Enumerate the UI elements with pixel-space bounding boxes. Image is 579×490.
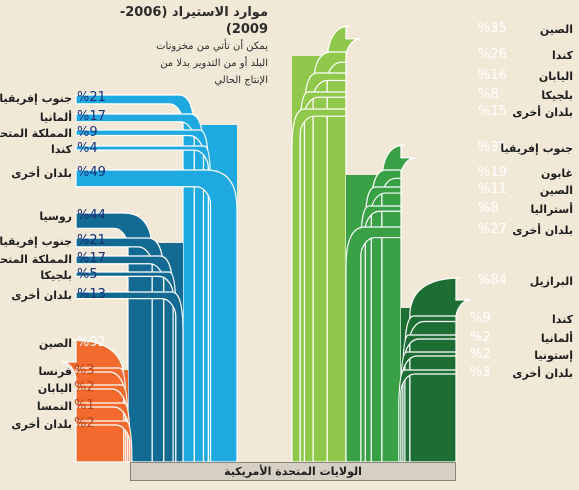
country-label: جنوب إفريقيا xyxy=(0,235,72,248)
country-label: بلدان أخرى xyxy=(512,106,573,119)
country-label: اليابان xyxy=(538,70,573,83)
chart-title-block: موارد الاستيراد (2006-2009) يمكن أن تأتي… xyxy=(96,4,268,89)
country-label: الصين xyxy=(539,184,573,197)
country-label: بلجيكا xyxy=(541,89,573,102)
percent-label: %35 xyxy=(478,21,507,36)
percent-label: %16 xyxy=(478,68,507,83)
percent-label: %35 xyxy=(478,140,507,155)
country-label: النمسا xyxy=(36,400,72,413)
percent-label: %3 xyxy=(470,365,491,380)
country-label: كندا xyxy=(50,143,72,156)
percent-label: %84 xyxy=(478,273,507,288)
country-label: ألمانيا xyxy=(540,332,573,345)
country-label: كندا xyxy=(551,49,573,62)
country-label: ألمانيا xyxy=(39,111,72,124)
percent-label: %2 xyxy=(470,330,491,345)
percent-label: %92 xyxy=(77,335,106,350)
country-label: جنوب إفريقيا xyxy=(0,92,72,105)
country-label: بلدان أخرى xyxy=(512,224,573,237)
percent-label: %2 xyxy=(74,380,95,395)
chart-subtitle: يمكن أن تأتي من مخزونات البلد أو من التد… xyxy=(156,41,268,86)
percent-label: %27 xyxy=(478,222,507,237)
flow-band xyxy=(75,420,133,463)
percent-label: %9 xyxy=(77,125,98,140)
country-label: أستراليا xyxy=(530,203,573,216)
flow-group-5 xyxy=(398,277,471,463)
country-label: الصين xyxy=(38,337,72,350)
percent-label: %4 xyxy=(77,141,98,156)
country-label: اليابان xyxy=(37,382,72,395)
flow-group-0 xyxy=(75,94,238,463)
percent-label: %5 xyxy=(77,267,98,282)
chart-title: موارد الاستيراد (2006-2009) xyxy=(119,5,268,37)
country-label: البرازيل xyxy=(529,275,573,288)
country-label: بلدان أخرى xyxy=(11,167,72,180)
country-label: بلدان أخرى xyxy=(11,289,72,302)
percent-label: %11 xyxy=(478,182,507,197)
percent-label: %21 xyxy=(77,90,106,105)
country-label: الصين xyxy=(539,23,573,36)
percent-label: %19 xyxy=(478,165,507,180)
country-label: المملكة المتحدة xyxy=(0,253,72,266)
country-label: روسيا xyxy=(39,210,72,223)
country-label: جنوب إفريقيا xyxy=(500,142,573,155)
flow-group-3 xyxy=(291,25,361,463)
country-label: إستونيا xyxy=(534,349,573,362)
percent-label: %17 xyxy=(77,251,106,266)
flow-band xyxy=(75,367,127,463)
country-label: بلدان أخرى xyxy=(11,418,72,431)
country-label: كندا xyxy=(551,313,573,326)
percent-label: %2 xyxy=(74,416,95,431)
percent-label: %13 xyxy=(77,287,106,302)
country-label: فرنسا xyxy=(38,365,73,378)
percent-label: %44 xyxy=(77,208,106,223)
country-label: الولايات المتحدة الأمريكية xyxy=(130,462,456,481)
percent-label: %2 xyxy=(470,347,491,362)
percent-label: %49 xyxy=(77,165,106,180)
percent-label: %15 xyxy=(478,104,507,119)
percent-label: %26 xyxy=(478,47,507,62)
percent-label: %1 xyxy=(74,398,95,413)
flow-band xyxy=(75,402,131,463)
percent-label: %9 xyxy=(470,311,491,326)
percent-label: %8 xyxy=(478,87,499,102)
percent-label: %3 xyxy=(74,363,95,378)
country-label: غابون xyxy=(540,167,573,180)
country-label: بلدان أخرى xyxy=(512,367,573,380)
flow-group-2 xyxy=(61,339,133,463)
flow-group-1 xyxy=(75,212,184,463)
flow-band xyxy=(75,384,129,463)
country-label: المملكة المتحدة xyxy=(0,127,72,140)
country-label: بلجيكا xyxy=(40,269,72,282)
percent-label: %17 xyxy=(77,109,106,124)
percent-label: %8 xyxy=(478,201,499,216)
percent-label: %21 xyxy=(77,233,106,248)
